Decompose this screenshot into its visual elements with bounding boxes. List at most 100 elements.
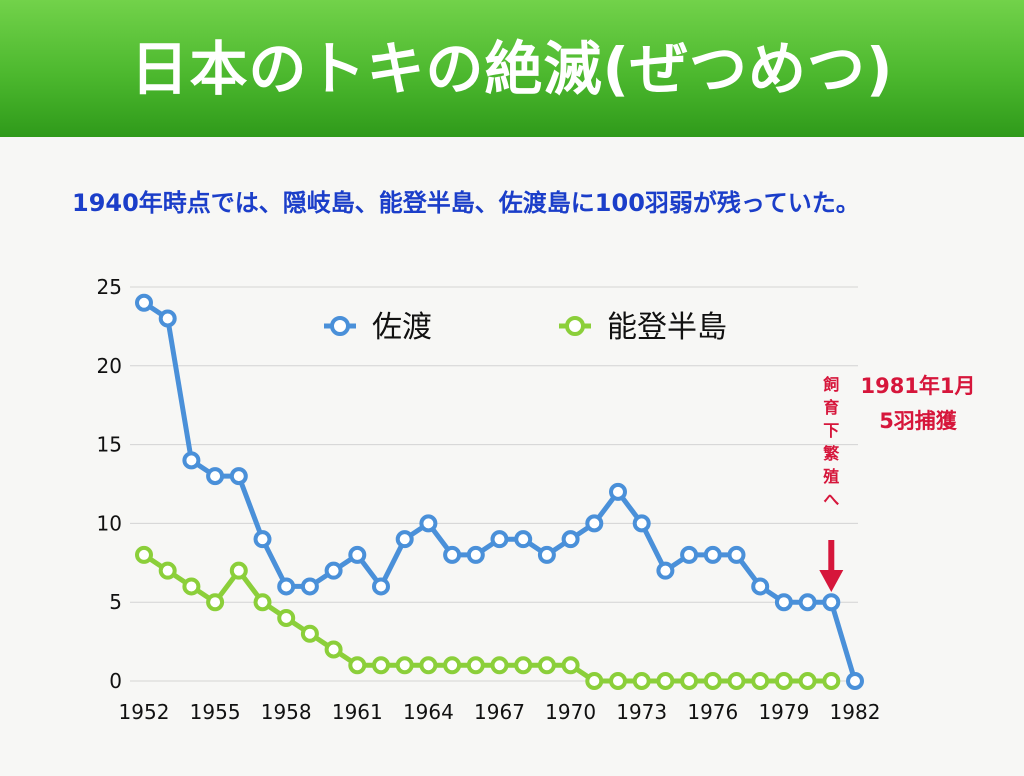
legend-label: 佐渡 (372, 310, 432, 345)
annotation-vertical-char: 育 (823, 398, 839, 417)
data-point (395, 530, 414, 549)
data-point (609, 482, 627, 501)
x-tick-label: 1976 (687, 700, 738, 724)
data-point (822, 672, 841, 690)
data-point (514, 656, 533, 675)
data-point (419, 514, 438, 533)
x-tick-label: 1964 (403, 700, 454, 724)
data-point (277, 608, 296, 627)
annotation-vertical-char: へ (823, 490, 839, 509)
y-tick-label: 25 (97, 275, 122, 299)
annotation-vertical-char: 飼 (822, 375, 839, 394)
data-point (277, 577, 296, 596)
legend-swatch-marker (565, 316, 585, 336)
data-point (253, 530, 272, 549)
data-point (798, 593, 817, 612)
series-line (142, 300, 858, 682)
data-point (395, 656, 414, 675)
x-tick-label: 1979 (758, 700, 809, 724)
data-point (324, 640, 343, 659)
y-axis-ticks: 0 5 10 15 20 25 (97, 275, 122, 693)
y-tick-label: 5 (109, 590, 122, 614)
chart-series (135, 293, 864, 690)
annotation-note-line2: 5羽捕獲 (879, 409, 958, 433)
data-point (727, 672, 746, 690)
data-point (372, 656, 390, 675)
y-tick-label: 0 (109, 669, 122, 693)
y-tick-label: 10 (97, 511, 122, 535)
data-point (490, 656, 509, 675)
data-point (774, 593, 793, 612)
data-point (561, 530, 580, 549)
data-point (466, 656, 485, 675)
data-point (703, 545, 722, 564)
annotation-vertical-char: 殖 (822, 467, 839, 486)
data-point (135, 545, 153, 564)
x-tick-label: 1970 (545, 700, 596, 724)
data-point (846, 672, 864, 690)
data-point (158, 309, 177, 328)
data-point (751, 672, 770, 690)
annotation-note-line1: 1981年1月 (860, 374, 975, 398)
data-point (419, 656, 438, 675)
data-point (372, 577, 390, 596)
data-point (703, 672, 722, 690)
data-point (300, 624, 319, 643)
data-point (774, 672, 793, 690)
data-point (253, 593, 272, 612)
legend-swatch-marker (330, 316, 350, 336)
data-point (822, 593, 841, 612)
data-point (348, 656, 367, 675)
data-point (158, 561, 177, 580)
data-point (324, 561, 343, 580)
data-point (656, 561, 675, 580)
annotation-vertical-char: 下 (823, 421, 839, 440)
data-point (443, 545, 462, 564)
slide-subtitle: 1940年時点では、隠岐島、能登半島、佐渡島に100羽弱が残っていた。 (72, 189, 860, 217)
data-point (561, 656, 580, 675)
x-tick-label: 1982 (830, 700, 881, 724)
annotation-arrow-head (819, 570, 844, 592)
x-tick-label: 1952 (119, 700, 170, 724)
data-point (798, 672, 817, 690)
data-point (585, 672, 604, 690)
y-tick-label: 15 (97, 433, 122, 457)
data-point (490, 530, 509, 549)
slide-title: 日本のトキの絶滅(ぜつめつ) (130, 35, 894, 103)
annotation-vertical-char: 繁 (822, 444, 840, 463)
x-tick-label: 1967 (474, 700, 525, 724)
x-tick-label: 1958 (261, 700, 312, 724)
data-point (751, 577, 770, 596)
data-point (632, 672, 651, 690)
data-point (348, 545, 367, 564)
data-point (609, 672, 627, 690)
data-point (727, 545, 746, 564)
data-point (632, 514, 651, 533)
data-point (229, 561, 248, 580)
x-tick-label: 1973 (616, 700, 667, 724)
data-point (206, 467, 225, 486)
y-tick-label: 20 (97, 354, 122, 378)
data-point (466, 545, 485, 564)
title-banner: 日本のトキの絶滅(ぜつめつ) (0, 0, 1024, 137)
data-point (229, 467, 248, 486)
x-tick-label: 1961 (332, 700, 383, 724)
legend-label: 能登半島 (607, 310, 727, 345)
data-point (135, 293, 153, 312)
data-point (182, 451, 201, 470)
x-axis-ticks: 1952 1955 1958 1961 1964 1967 1970 1973 1976 1979… (119, 700, 881, 724)
data-point (680, 545, 699, 564)
data-point (537, 545, 556, 564)
data-point (585, 514, 604, 533)
data-point (680, 672, 699, 690)
data-point (537, 656, 556, 675)
data-point (514, 530, 533, 549)
x-tick-label: 1955 (190, 700, 241, 724)
data-point (206, 593, 225, 612)
data-point (656, 672, 675, 690)
chart-legend: 佐渡 能登半島 (324, 310, 727, 345)
data-point (443, 656, 462, 675)
data-point (182, 577, 201, 596)
